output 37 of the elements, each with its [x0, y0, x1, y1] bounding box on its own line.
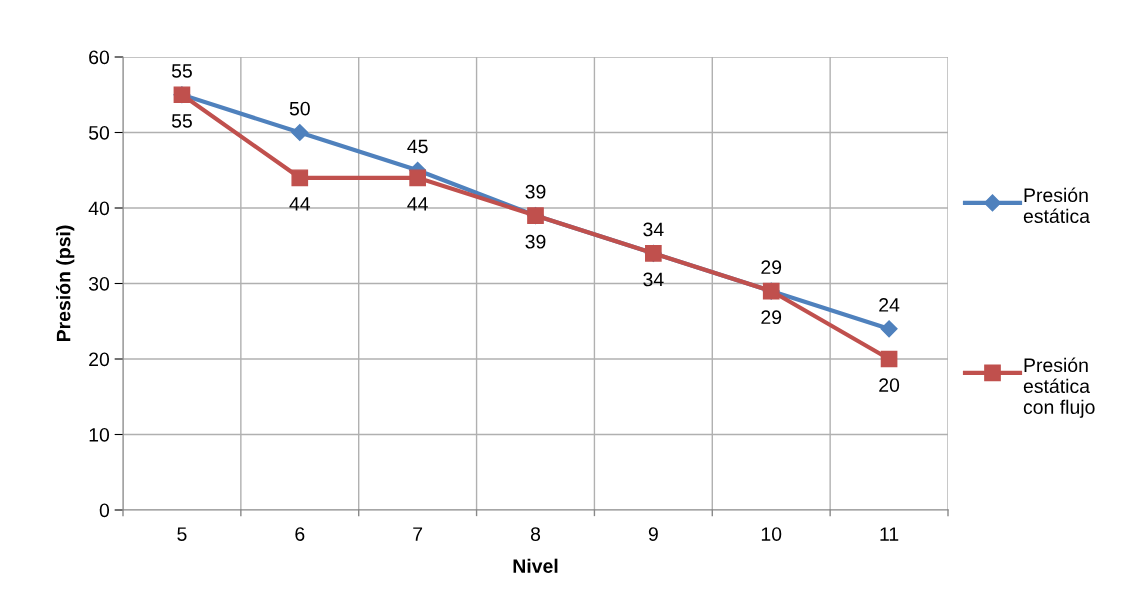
data-label: 24 [879, 298, 900, 312]
data-label: 39 [525, 184, 546, 199]
point [291, 123, 309, 142]
point [880, 350, 898, 368]
x-tick-label: 8 [530, 527, 541, 541]
y-tick-label: 10 [89, 427, 110, 442]
data-label: 20 [879, 378, 900, 392]
point [880, 320, 898, 338]
y-axis-title: Presión (psi) [55, 225, 75, 342]
data-label: 55 [171, 64, 192, 78]
data-label: 39 [525, 234, 546, 249]
x-tick-label: 7 [413, 527, 423, 541]
y-tick-label: 40 [88, 201, 110, 216]
data-label: 34 [643, 272, 664, 287]
y-tick-label: 30 [88, 276, 110, 291]
legend-label: Presión estática [1023, 187, 1091, 224]
legend-label: Presión estática con flujo [1023, 357, 1095, 418]
x-tick-label: 9 [648, 527, 658, 541]
x-tick-label: 10 [761, 527, 782, 541]
y-tick-label: 60 [89, 50, 110, 65]
data-label: 50 [289, 101, 310, 116]
x-axis-title: Nivel [513, 558, 558, 573]
point [291, 169, 309, 187]
point [409, 169, 426, 187]
data-label: 34 [643, 222, 664, 237]
y-tick-label: 0 [99, 503, 110, 518]
x-tick-label: 11 [880, 527, 899, 541]
data-label: 45 [407, 139, 428, 154]
data-label: 29 [761, 310, 782, 325]
data-label: 29 [761, 260, 782, 275]
data-label: 44 [407, 197, 428, 211]
data-label: 55 [171, 114, 192, 128]
y-tick-label: 50 [88, 125, 110, 140]
y-tick-label: 20 [89, 352, 110, 367]
data-label: 44 [289, 197, 311, 211]
x-tick-label: 6 [295, 527, 305, 541]
x-tick-label: 5 [177, 527, 187, 541]
